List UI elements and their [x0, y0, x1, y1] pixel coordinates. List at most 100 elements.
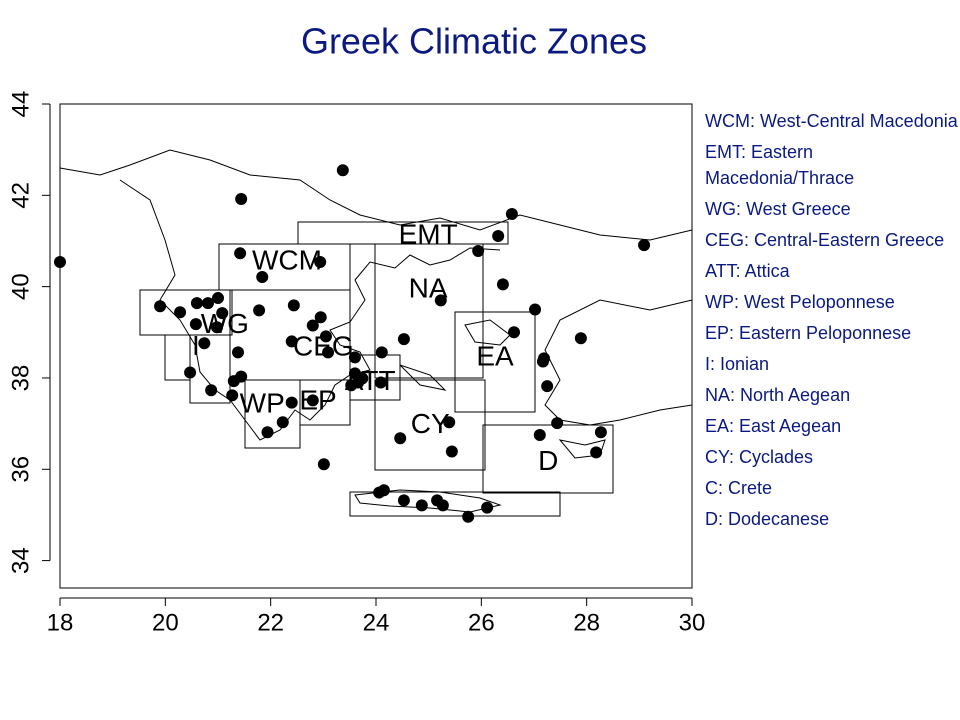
legend: WCM: West-Central Macedonia EMT: Eastern … — [705, 108, 960, 537]
zone-label: NA — [409, 273, 448, 304]
station-point — [306, 319, 319, 332]
station-point — [472, 245, 485, 258]
zone-boxes — [139, 221, 614, 517]
station-point — [276, 416, 289, 429]
legend-entry: CEG: Central-Eastern Greece — [705, 230, 945, 250]
zone-label: EP — [299, 385, 336, 416]
station-point — [322, 346, 335, 359]
station-point — [496, 278, 509, 291]
zone-label: EA — [476, 341, 514, 372]
legend-entry: C: Crete — [705, 478, 773, 498]
station-point — [594, 426, 607, 439]
station-point — [377, 484, 390, 497]
x-tick-label: 24 — [363, 609, 390, 636]
y-tick-label: 34 — [7, 547, 34, 574]
y-tick-label: 38 — [7, 365, 34, 392]
zone-label: WG — [201, 308, 249, 339]
station-point — [198, 337, 211, 350]
legend-entry: D: Dodecanese — [705, 509, 830, 529]
station-point — [212, 292, 224, 305]
station-point — [345, 379, 358, 392]
zone-label: WCM — [252, 244, 322, 275]
station-point — [492, 229, 505, 242]
station-point — [317, 458, 330, 471]
station-point — [154, 300, 167, 313]
x-tick-label: 20 — [152, 609, 179, 636]
station-point — [216, 307, 229, 320]
station-point — [234, 247, 247, 260]
legend-entry: WCM: West-Central Macedonia — [705, 111, 958, 131]
station-point — [434, 294, 447, 307]
station-point — [533, 429, 546, 442]
y-tick-label: 36 — [7, 456, 34, 483]
station-point — [235, 370, 248, 383]
station-point — [436, 499, 449, 512]
station-point — [184, 366, 197, 379]
legend-entry: EA: East Aegean — [705, 416, 842, 436]
zone-label: CY — [411, 408, 450, 439]
station-point — [529, 303, 542, 316]
zone-label: EMT — [399, 218, 458, 249]
station-point — [235, 192, 248, 205]
station-point — [445, 445, 458, 458]
legend-entry: EMT: Eastern Macedonia/Thrace — [705, 142, 855, 188]
station-point — [314, 311, 327, 324]
y-tick-label: 40 — [7, 273, 34, 300]
station-point — [551, 417, 564, 430]
zone-label: D — [538, 445, 558, 476]
station-point — [536, 355, 549, 368]
station-point — [394, 432, 407, 445]
legend-entry: WP: West Peloponnese — [705, 292, 895, 312]
station-point — [226, 389, 239, 402]
x-tick-label: 28 — [573, 609, 600, 636]
station-point — [306, 394, 319, 407]
station-point — [375, 346, 388, 359]
station-point — [541, 380, 554, 393]
station-point — [287, 299, 300, 312]
legend-entry: I: Ionian — [705, 354, 770, 374]
x-tick-label: 18 — [47, 609, 74, 636]
map-title: Greek Climatic Zones — [301, 21, 647, 62]
legend-entry: WG: West Greece — [705, 199, 851, 219]
station-point — [505, 208, 518, 221]
station-point — [210, 321, 223, 334]
station-point — [397, 494, 410, 507]
station-point — [374, 376, 387, 389]
station-point — [462, 510, 475, 523]
zone-label: ATT — [345, 365, 396, 396]
station-point — [253, 304, 266, 317]
station-point — [590, 446, 603, 459]
station-point — [356, 372, 369, 385]
station-point — [314, 255, 327, 268]
station-point — [507, 326, 520, 339]
y-tick-label: 42 — [7, 182, 34, 209]
station-point — [189, 318, 202, 331]
station-point — [415, 499, 428, 512]
station-point — [285, 396, 298, 409]
station-point — [336, 164, 349, 177]
station-point — [574, 332, 587, 345]
x-tick-label: 30 — [679, 609, 706, 636]
x-tick-label: 26 — [468, 609, 495, 636]
legend-entry: CY: Cyclades — [705, 447, 814, 467]
station-point — [319, 330, 332, 343]
plot-frame — [59, 103, 693, 589]
zone-label: I — [192, 330, 200, 361]
station-point — [256, 271, 269, 284]
station-point — [285, 335, 298, 348]
zone-label: WP — [240, 388, 285, 419]
station-point — [481, 501, 494, 514]
station-point — [348, 351, 361, 364]
y-tick-label: 44 — [7, 91, 34, 118]
legend-entry: EP: Eastern Peloponnese — [705, 323, 912, 343]
legend-entry: NA: North Aegean — [705, 385, 851, 405]
zone-label: CEG — [293, 331, 354, 362]
station-point — [638, 239, 651, 252]
station-point — [190, 297, 203, 310]
x-tick-label: 22 — [257, 609, 284, 636]
station-point — [201, 297, 214, 310]
legend-entry: ATT: Attica — [705, 261, 790, 281]
station-point — [443, 416, 456, 429]
